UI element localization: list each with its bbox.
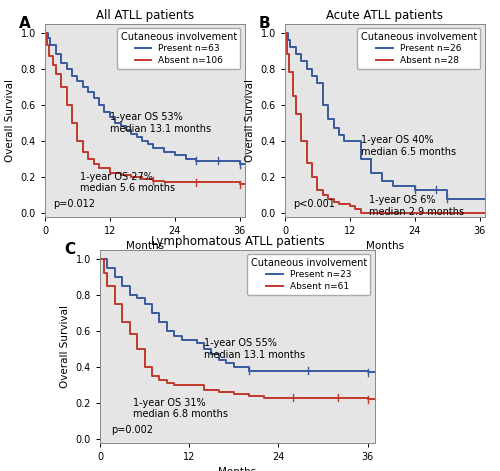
Title: All ATLL patients: All ATLL patients xyxy=(96,9,194,23)
Text: 1-year OS 40%
median 6.5 months: 1-year OS 40% median 6.5 months xyxy=(360,136,456,157)
Y-axis label: Overall Survival: Overall Survival xyxy=(5,79,15,162)
Text: p=0.002: p=0.002 xyxy=(111,425,153,435)
X-axis label: Months: Months xyxy=(126,241,164,251)
Text: C: C xyxy=(64,242,76,257)
Text: 1-year OS 27%
median 5.6 months: 1-year OS 27% median 5.6 months xyxy=(80,171,176,193)
Legend: Present n=26, Absent n=28: Present n=26, Absent n=28 xyxy=(357,28,480,69)
Text: 1-year OS 55%
median 13.1 months: 1-year OS 55% median 13.1 months xyxy=(204,338,305,360)
Y-axis label: Overall Survival: Overall Survival xyxy=(60,305,70,388)
Legend: Present n=23, Absent n=61: Present n=23, Absent n=61 xyxy=(247,254,370,295)
Text: A: A xyxy=(19,16,31,31)
X-axis label: Months: Months xyxy=(366,241,404,251)
Title: Lymphomatous ATLL patients: Lymphomatous ATLL patients xyxy=(150,236,324,249)
Title: Acute ATLL patients: Acute ATLL patients xyxy=(326,9,444,23)
Text: 1-year OS 53%
median 13.1 months: 1-year OS 53% median 13.1 months xyxy=(110,112,211,134)
Y-axis label: Overall Survival: Overall Survival xyxy=(245,79,255,162)
Text: p<0.001: p<0.001 xyxy=(293,199,335,209)
Text: 1-year OS 31%
median 6.8 months: 1-year OS 31% median 6.8 months xyxy=(134,398,228,419)
X-axis label: Months: Months xyxy=(218,467,256,471)
Legend: Present n=63, Absent n=106: Present n=63, Absent n=106 xyxy=(117,28,240,69)
Text: 1-year OS 6%
median 2.9 months: 1-year OS 6% median 2.9 months xyxy=(369,195,464,217)
Text: B: B xyxy=(259,16,270,31)
Text: p=0.012: p=0.012 xyxy=(53,199,95,209)
